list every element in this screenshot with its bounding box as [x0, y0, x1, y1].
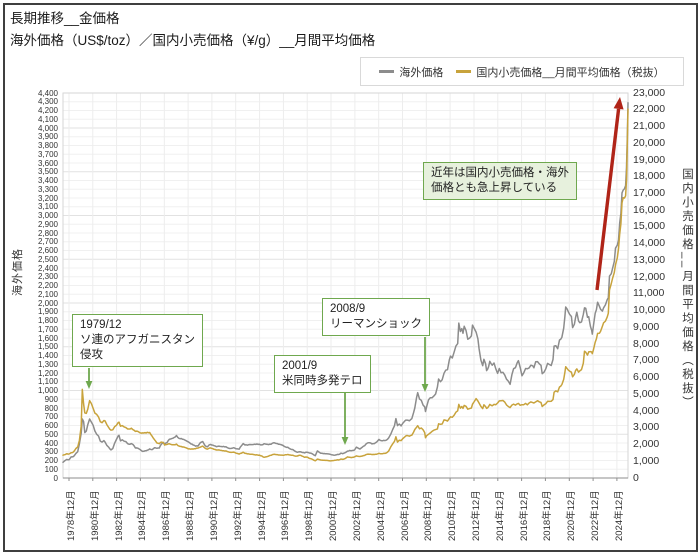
annotation-line: 侵攻 [80, 348, 103, 361]
chart-title: 長期推移__金価格 [10, 11, 120, 26]
annotation-line: リーマンショック [330, 317, 422, 330]
annotation-arrowhead-icon [613, 97, 624, 110]
legend-item-domestic: 国内小売価格__月間平均価格（税抜） [456, 64, 665, 80]
legend-item-overseas: 海外価格 [379, 64, 443, 80]
annotation-arrow [595, 108, 621, 291]
annotation-recent-surge: 近年は国内小売価格・海外 価格とも急上昇している [423, 162, 577, 200]
annotation-911: 2001/9 米同時多発テロ [274, 355, 371, 393]
legend-label-domestic: 国内小売価格__月間平均価格（税抜） [476, 66, 665, 79]
series-line-domestic [62, 108, 629, 462]
annotation-lehman: 2008/9 リーマンショック [322, 298, 430, 336]
annotation-line: 1979/12 [80, 319, 122, 331]
annotation-line: 2008/9 [330, 303, 366, 315]
annotation-line: 近年は国内小売価格・海外 [431, 167, 569, 179]
annotation-line: 価格とも急上昇している [431, 181, 558, 194]
right-axis-title: 国内小売価格__月間平均価格（税抜） [681, 168, 693, 410]
legend-label-overseas: 海外価格 [399, 66, 444, 79]
chart-subtitle: 海外価格（US$/toz）／国内小売価格（¥/g）__月間平均価格 [10, 33, 376, 48]
legend: 海外価格 国内小売価格__月間平均価格（税抜） [360, 57, 684, 86]
annotation-arrowhead-icon [85, 381, 93, 389]
annotation-afghanistan: 1979/12 ソ連のアフガニスタン 侵攻 [72, 314, 203, 367]
domestic-line-swatch-icon [456, 70, 472, 73]
overseas-line-swatch-icon [379, 70, 395, 73]
left-axis-title: 海外価格 [12, 248, 24, 296]
annotation-line: 2001/9 [282, 360, 318, 372]
annotation-arrowhead-icon [421, 384, 429, 392]
annotation-line: ソ連のアフガニスタン [80, 333, 195, 346]
annotation-line: 米同時多発テロ [282, 374, 363, 387]
series-line-overseas [62, 102, 629, 464]
annotation-arrowhead-icon [341, 437, 349, 445]
